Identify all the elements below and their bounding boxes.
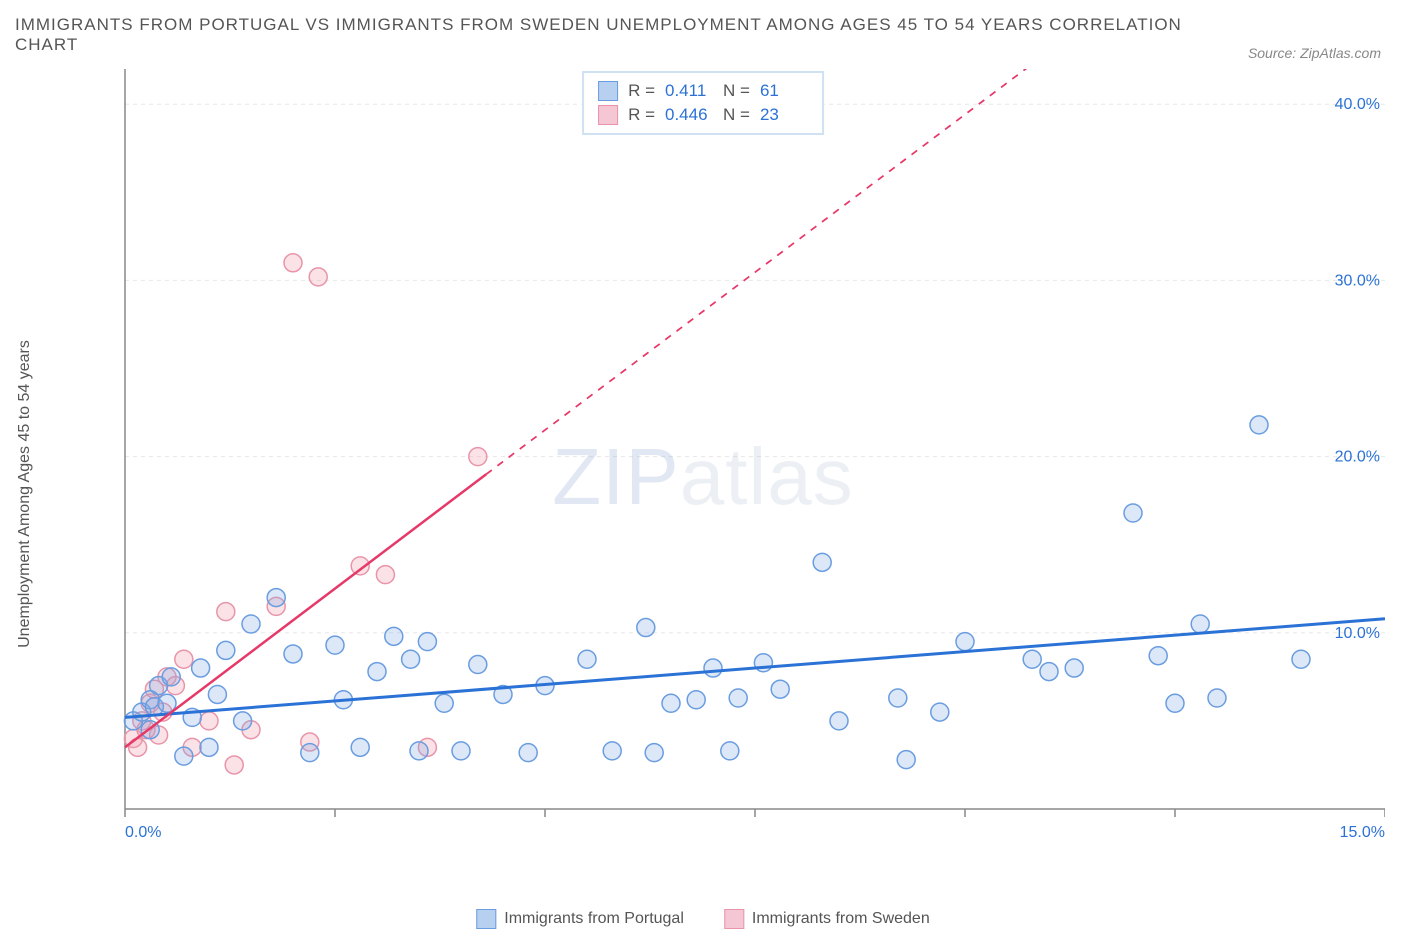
svg-text:15.0%: 15.0% xyxy=(1340,824,1385,841)
n-label: N = xyxy=(723,81,750,101)
swatch-sweden xyxy=(598,105,618,125)
chart-title: IMMIGRANTS FROM PORTUGAL VS IMMIGRANTS F… xyxy=(15,15,1215,55)
r-value-portugal: 0.411 xyxy=(665,81,713,101)
chart-container: Unemployment Among Ages 45 to 54 years 1… xyxy=(15,59,1391,929)
legend-item-portugal: Immigrants from Portugal xyxy=(476,909,684,929)
svg-text:40.0%: 40.0% xyxy=(1335,96,1380,113)
y-axis-label: Unemployment Among Ages 45 to 54 years xyxy=(16,340,34,648)
svg-text:10.0%: 10.0% xyxy=(1335,625,1380,642)
r-value-sweden: 0.446 xyxy=(665,105,713,125)
legend-item-sweden: Immigrants from Sweden xyxy=(724,909,930,929)
svg-text:0.0%: 0.0% xyxy=(125,824,161,841)
swatch-portugal xyxy=(476,909,496,929)
swatch-portugal xyxy=(598,81,618,101)
stats-row-portugal: R = 0.411 N = 61 xyxy=(598,79,808,103)
n-label: N = xyxy=(723,105,750,125)
stats-legend-box: R = 0.411 N = 61 R = 0.446 N = 23 xyxy=(582,71,824,135)
swatch-sweden xyxy=(724,909,744,929)
r-label: R = xyxy=(628,105,655,125)
svg-text:20.0%: 20.0% xyxy=(1335,449,1380,466)
svg-text:30.0%: 30.0% xyxy=(1335,272,1380,289)
r-label: R = xyxy=(628,81,655,101)
bottom-legend: Immigrants from Portugal Immigrants from… xyxy=(476,909,929,929)
n-value-portugal: 61 xyxy=(760,81,808,101)
scatter-chart: 10.0% 20.0% 30.0% 40.0% 0.0% 15.0% xyxy=(65,69,1385,849)
legend-label: Immigrants from Portugal xyxy=(504,910,684,928)
stats-row-sweden: R = 0.446 N = 23 xyxy=(598,103,808,127)
legend-label: Immigrants from Sweden xyxy=(752,910,930,928)
n-value-sweden: 23 xyxy=(760,105,808,125)
